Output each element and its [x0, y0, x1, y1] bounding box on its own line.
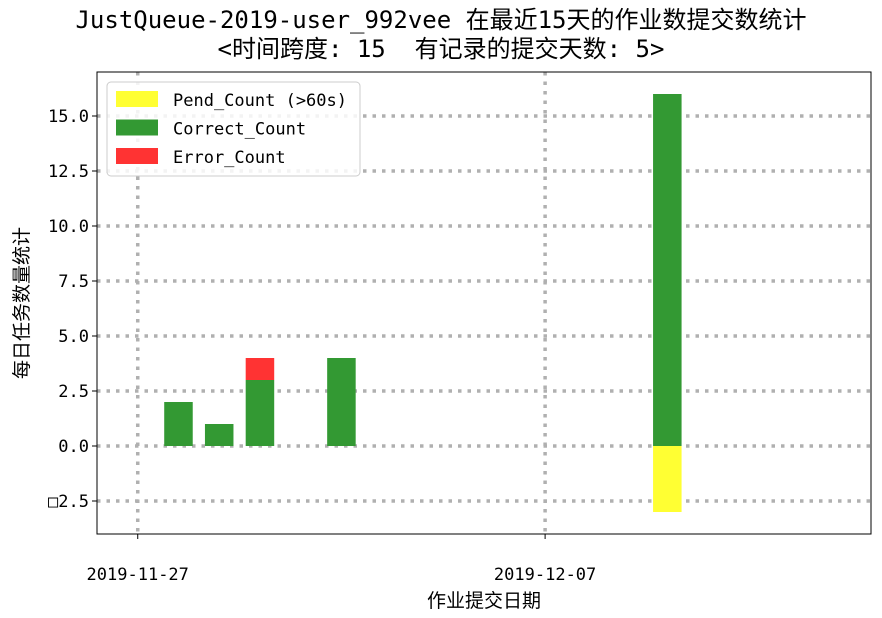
- bar-correct-count: [245, 380, 275, 446]
- legend-swatch: [116, 91, 158, 107]
- y-tick-label: 2.5: [58, 382, 89, 402]
- bar-correct-count: [327, 358, 356, 446]
- y-tick-label: 12.5: [48, 162, 89, 182]
- legend-swatch: [116, 148, 158, 164]
- x-tick-label: 2019-11-27: [87, 565, 189, 585]
- x-axis-label: 作业提交日期: [427, 590, 541, 612]
- legend-label: Pend_Count (>60s): [173, 91, 347, 111]
- y-axis: □2.5 0.0 2.5 5.0 7.5 10.0 12.5 15.0: [48, 107, 97, 512]
- y-tick-label: 7.5: [58, 272, 89, 292]
- y-tick-label: □2.5: [48, 492, 89, 512]
- legend-label: Error_Count: [173, 148, 286, 168]
- y-tick-label: 0.0: [58, 437, 89, 457]
- bar-correct-count: [204, 424, 234, 446]
- legend-swatch: [116, 119, 158, 136]
- chart-title: JustQueue-2019-user_992vee 在最近15天的作业数提交数…: [0, 6, 882, 64]
- y-tick-label: 10.0: [48, 217, 89, 237]
- plot-frame: [96, 71, 872, 535]
- legend-label: Correct_Count: [173, 120, 306, 140]
- y-tick-label: 5.0: [58, 327, 89, 347]
- y-tick-label: 15.0: [48, 107, 89, 127]
- bar-correct-count: [653, 94, 682, 446]
- bar-error-count: [245, 358, 275, 380]
- y-axis-label: 每日任务数量统计: [11, 227, 33, 379]
- bars-layer: [164, 94, 682, 512]
- x-axis: 2019-11-27 2019-12-07: [87, 534, 596, 585]
- x-tick-label: 2019-12-07: [494, 565, 596, 585]
- legend: Pend_Count (>60s) Correct_Count Error_Coun…: [106, 81, 361, 177]
- legend-box: [106, 81, 361, 177]
- chart-subtitle-line: <时间跨度: 15 有记录的提交天数: 5>: [217, 35, 665, 63]
- chart-title-line: JustQueue-2019-user_992vee 在最近15天的作业数提交数…: [75, 6, 807, 34]
- bar-correct-count: [164, 402, 193, 446]
- bar-pend-count-60s: [653, 446, 682, 512]
